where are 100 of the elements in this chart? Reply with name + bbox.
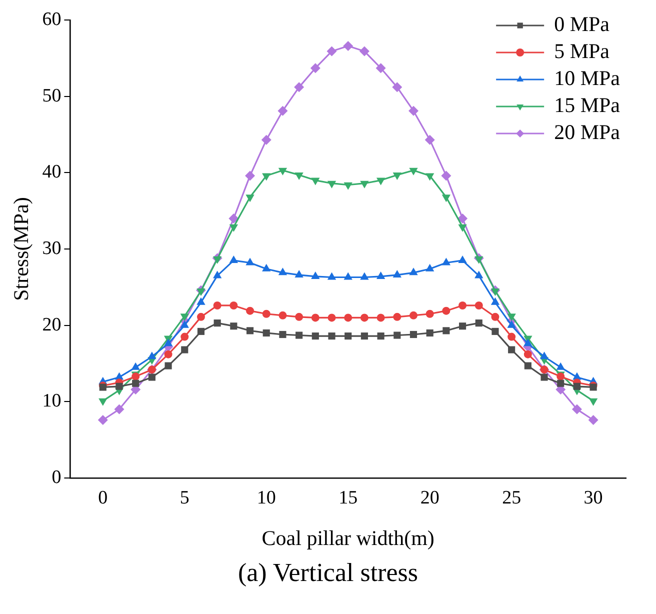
point [524, 350, 532, 358]
point [540, 374, 548, 381]
y-tick-label: 60 [42, 8, 62, 30]
point [490, 288, 500, 296]
point [441, 170, 452, 181]
point [246, 194, 254, 202]
point [343, 40, 354, 51]
point [262, 173, 271, 181]
point [424, 134, 435, 145]
point [507, 320, 516, 328]
point [491, 312, 500, 321]
point [327, 180, 336, 188]
point [246, 306, 254, 315]
point [98, 398, 108, 406]
x-tick-label: 30 [584, 487, 603, 508]
y-tick-label: 50 [42, 85, 62, 106]
point [540, 352, 549, 360]
x-tick-label: 20 [420, 487, 440, 508]
legend-label: 5 MPa [554, 39, 610, 64]
point [508, 332, 516, 341]
point [131, 362, 140, 370]
legend-label: 10 MPa [554, 66, 621, 90]
y-tick-label: 40 [42, 162, 62, 183]
point [310, 63, 320, 74]
point [409, 311, 418, 320]
point [426, 329, 434, 336]
point [458, 322, 466, 330]
point [278, 106, 288, 116]
point [197, 328, 205, 335]
point [344, 314, 352, 322]
point [114, 404, 124, 414]
point [344, 332, 352, 340]
point [261, 134, 272, 145]
x-tick-label: 10 [256, 487, 276, 508]
point [573, 382, 580, 390]
point [181, 346, 188, 354]
point [442, 306, 450, 315]
point [442, 327, 450, 334]
point [409, 268, 418, 276]
point [132, 380, 140, 387]
point [148, 374, 156, 381]
point [278, 168, 288, 176]
point [426, 173, 434, 181]
point [408, 106, 418, 116]
point [426, 310, 434, 318]
point [311, 178, 320, 186]
y-tick-label: 30 [42, 238, 62, 259]
point [410, 330, 418, 338]
point [392, 172, 402, 180]
point [213, 301, 222, 310]
point [230, 322, 238, 330]
legend-label: 20 MPa [554, 120, 621, 144]
point [409, 168, 418, 176]
point [360, 180, 369, 188]
point [164, 350, 172, 358]
point [392, 82, 402, 92]
legend-label: 0 MPa [554, 12, 610, 36]
point [312, 332, 319, 340]
point [344, 182, 352, 190]
point [262, 310, 270, 318]
y-axis-title: Stress(MPa) [9, 197, 34, 301]
point [164, 362, 172, 370]
point [474, 270, 484, 278]
x-tick-label: 5 [180, 487, 190, 508]
y-tick-label: 10 [42, 390, 62, 412]
point [294, 172, 304, 180]
point [508, 346, 516, 354]
point [196, 288, 206, 296]
point [360, 332, 368, 340]
point [230, 301, 238, 310]
point [458, 213, 468, 224]
point [212, 256, 222, 264]
point [328, 332, 336, 340]
point [326, 46, 337, 56]
point [492, 328, 499, 335]
point [524, 362, 532, 370]
point [588, 398, 598, 406]
point [556, 362, 565, 370]
point [278, 268, 288, 276]
point [474, 256, 484, 264]
point [426, 264, 434, 272]
point [393, 312, 402, 321]
point [376, 63, 386, 74]
point [196, 297, 206, 305]
point [490, 297, 500, 305]
point [360, 314, 368, 322]
point [164, 338, 173, 346]
x-axis-title: Coal pillar width(m) [262, 526, 434, 550]
point [196, 312, 205, 321]
point [442, 258, 451, 266]
point [572, 404, 582, 414]
point [294, 82, 304, 92]
point [376, 178, 386, 186]
point [327, 272, 336, 280]
point [376, 271, 386, 279]
x-tick-label: 0 [98, 487, 108, 508]
point [180, 320, 189, 328]
point [524, 338, 532, 346]
point [359, 46, 370, 56]
point [392, 270, 402, 278]
